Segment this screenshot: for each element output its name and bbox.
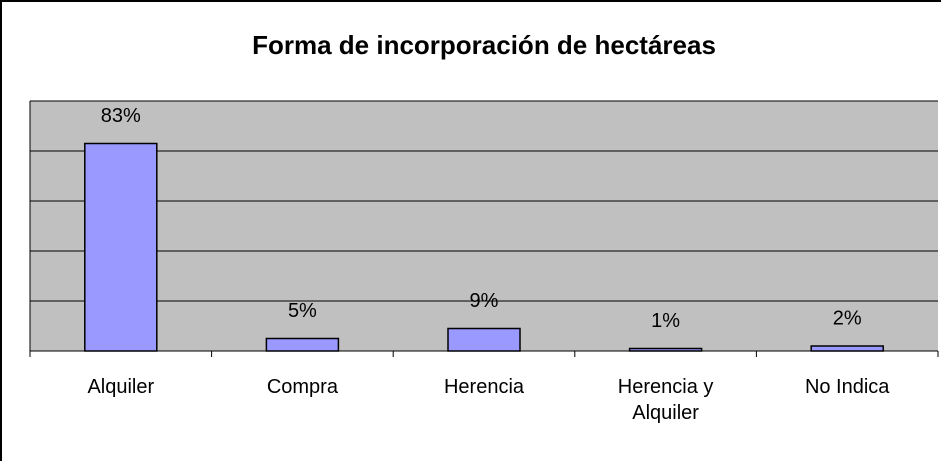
bar xyxy=(628,347,703,352)
data-label: 83% xyxy=(101,105,141,127)
bar xyxy=(265,337,340,352)
x-tick-label: No Indica xyxy=(804,376,890,398)
chart-title: Forma de incorporación de hectáreas xyxy=(252,30,716,60)
bar xyxy=(447,327,521,352)
data-label: 9% xyxy=(470,290,499,312)
bar xyxy=(810,345,884,352)
x-tick-label: Alquiler xyxy=(87,376,155,398)
plot-area xyxy=(30,101,938,351)
x-tick-label: Compra xyxy=(266,376,338,398)
x-tick-label: Herencia y Alquiler xyxy=(617,376,714,424)
bar xyxy=(84,142,158,352)
data-label: 2% xyxy=(833,307,862,329)
data-label: 1% xyxy=(651,310,680,332)
data-label: 5% xyxy=(288,300,317,322)
x-tick-label: Herencia xyxy=(443,376,525,398)
